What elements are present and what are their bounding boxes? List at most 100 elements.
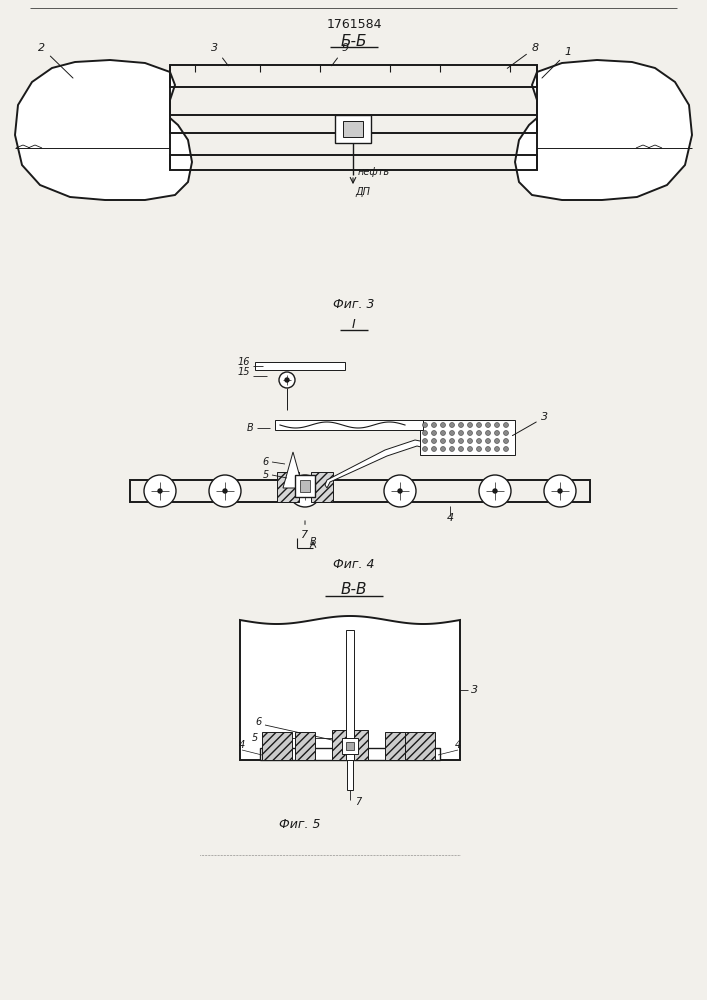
Text: 8: 8 [507, 43, 539, 68]
Circle shape [477, 446, 481, 452]
Circle shape [158, 489, 162, 493]
Polygon shape [240, 616, 460, 760]
Circle shape [440, 422, 445, 428]
Circle shape [503, 438, 508, 444]
Bar [342, 738, 358, 754]
Polygon shape [515, 60, 692, 200]
Polygon shape [283, 452, 303, 488]
Circle shape [223, 489, 227, 493]
Text: 4: 4 [455, 740, 461, 750]
Circle shape [494, 422, 500, 428]
Text: 1761584: 1761584 [326, 18, 382, 31]
Circle shape [285, 378, 289, 382]
Circle shape [494, 446, 500, 452]
Bar [311, 472, 333, 502]
Text: 9: 9 [332, 43, 349, 66]
Circle shape [503, 446, 508, 452]
Text: 2: 2 [38, 43, 73, 78]
Circle shape [431, 446, 436, 452]
Circle shape [459, 430, 464, 436]
Bar [260, 748, 440, 760]
Circle shape [467, 446, 472, 452]
Bar [170, 115, 537, 133]
Bar [295, 732, 315, 760]
Text: В: В [246, 423, 253, 433]
Bar [420, 420, 515, 455]
Circle shape [477, 438, 481, 444]
Bar [255, 362, 345, 370]
Text: В: В [310, 537, 317, 547]
Circle shape [459, 422, 464, 428]
Circle shape [459, 446, 464, 452]
Bar [346, 742, 354, 750]
Circle shape [467, 422, 472, 428]
Text: Фиг. 5: Фиг. 5 [279, 818, 321, 832]
Circle shape [440, 446, 445, 452]
Circle shape [289, 475, 321, 507]
Bar [335, 115, 371, 143]
Text: 7: 7 [355, 797, 361, 807]
Text: 7: 7 [301, 521, 308, 540]
Text: 1: 1 [542, 47, 571, 78]
Circle shape [459, 438, 464, 444]
Text: 3: 3 [472, 685, 479, 695]
Circle shape [440, 438, 445, 444]
Circle shape [431, 430, 436, 436]
Circle shape [209, 475, 241, 507]
Circle shape [450, 430, 455, 436]
Text: Б-Б: Б-Б [341, 34, 367, 49]
Circle shape [431, 438, 436, 444]
Circle shape [477, 422, 481, 428]
Text: 15: 15 [238, 367, 250, 377]
Text: В-В: В-В [341, 582, 367, 597]
Circle shape [467, 430, 472, 436]
Bar [170, 65, 537, 87]
Circle shape [544, 475, 576, 507]
Polygon shape [15, 60, 192, 200]
Circle shape [431, 422, 436, 428]
Bar [332, 730, 368, 760]
Circle shape [503, 430, 508, 436]
Bar [262, 732, 292, 760]
Circle shape [450, 446, 455, 452]
Circle shape [423, 438, 428, 444]
Bar [130, 480, 590, 502]
Bar [346, 630, 354, 760]
Circle shape [467, 438, 472, 444]
Circle shape [303, 489, 307, 493]
Circle shape [486, 446, 491, 452]
Text: 4: 4 [239, 740, 245, 750]
Circle shape [423, 430, 428, 436]
Bar [385, 732, 405, 760]
Circle shape [503, 422, 508, 428]
Text: 5: 5 [263, 470, 269, 480]
Text: нефть: нефть [358, 167, 390, 177]
Bar [300, 480, 310, 492]
Bar [295, 475, 315, 497]
Circle shape [477, 430, 481, 436]
Text: 3: 3 [513, 412, 549, 436]
Text: Фиг. 4: Фиг. 4 [333, 558, 375, 572]
Text: 6: 6 [263, 457, 269, 467]
Bar [405, 732, 435, 760]
Text: 16: 16 [238, 357, 250, 367]
Circle shape [398, 489, 402, 493]
Circle shape [450, 422, 455, 428]
Circle shape [558, 489, 562, 493]
Circle shape [486, 430, 491, 436]
Text: Фиг. 3: Фиг. 3 [333, 298, 375, 312]
Polygon shape [325, 440, 425, 488]
Bar [343, 121, 363, 137]
Circle shape [494, 430, 500, 436]
Circle shape [486, 438, 491, 444]
Circle shape [423, 446, 428, 452]
Bar [347, 760, 353, 790]
Bar [275, 420, 423, 430]
Circle shape [450, 438, 455, 444]
Text: 5: 5 [252, 733, 258, 743]
Bar [170, 155, 537, 170]
Text: ДП: ДП [355, 187, 370, 197]
Bar [277, 472, 299, 502]
Circle shape [384, 475, 416, 507]
Circle shape [494, 438, 500, 444]
